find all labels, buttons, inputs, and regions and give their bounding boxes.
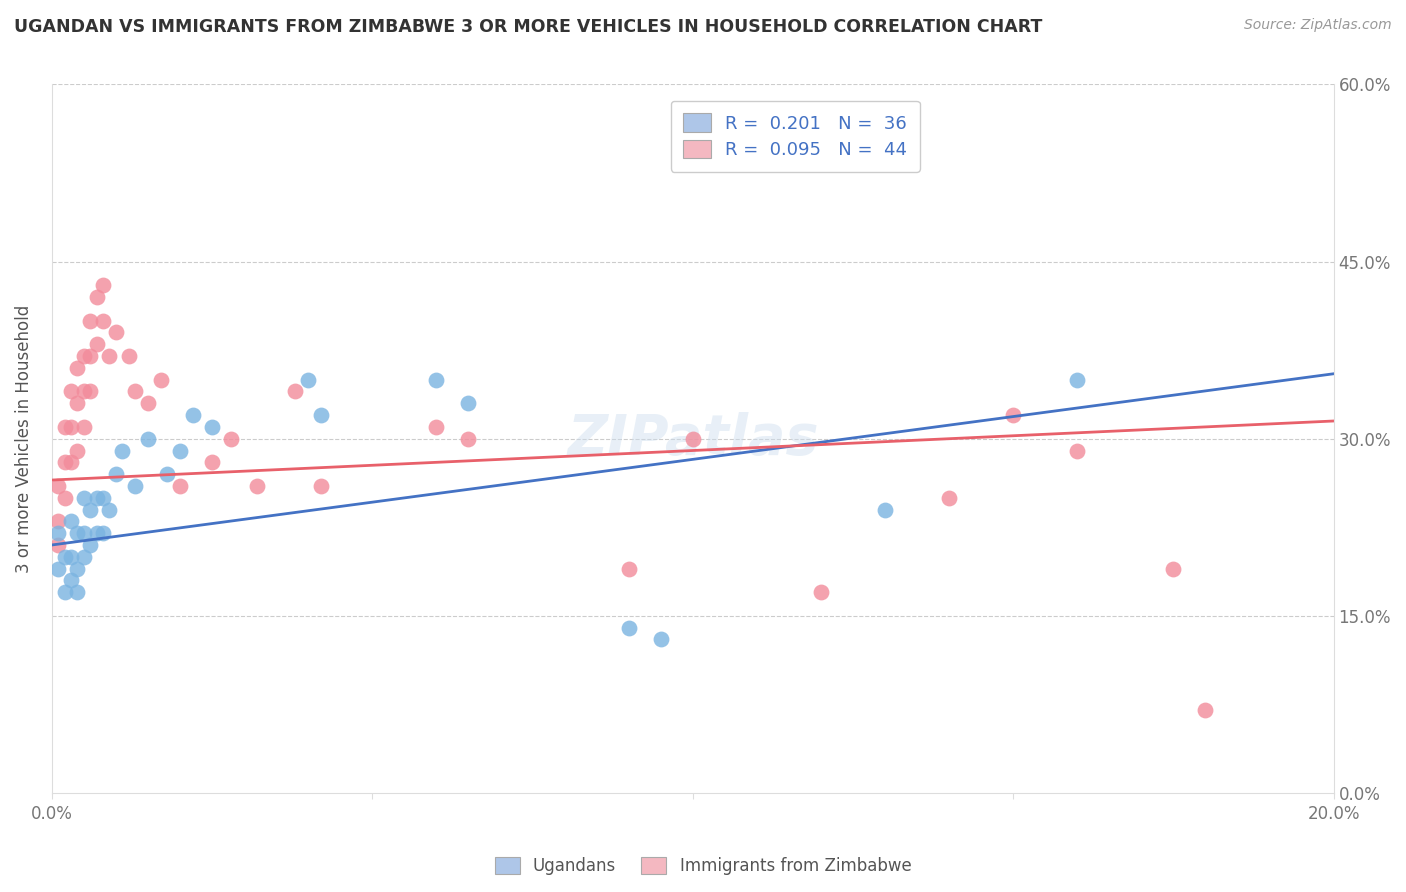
Point <box>810 585 832 599</box>
Point <box>309 408 332 422</box>
Point <box>98 502 121 516</box>
Point <box>53 455 76 469</box>
Point <box>104 467 127 482</box>
Point <box>46 479 69 493</box>
Point <box>46 538 69 552</box>
Point <box>169 479 191 493</box>
Point <box>425 373 447 387</box>
Point <box>46 561 69 575</box>
Point <box>73 384 96 399</box>
Point <box>104 326 127 340</box>
Point <box>284 384 307 399</box>
Point <box>53 491 76 505</box>
Point <box>201 455 224 469</box>
Point <box>181 408 204 422</box>
Text: ZIPatlas: ZIPatlas <box>567 412 818 466</box>
Text: Source: ZipAtlas.com: Source: ZipAtlas.com <box>1244 18 1392 32</box>
Point <box>309 479 332 493</box>
Point <box>118 349 141 363</box>
Legend: R =  0.201   N =  36, R =  0.095   N =  44: R = 0.201 N = 36, R = 0.095 N = 44 <box>671 101 920 172</box>
Y-axis label: 3 or more Vehicles in Household: 3 or more Vehicles in Household <box>15 304 32 573</box>
Point <box>98 349 121 363</box>
Legend: Ugandans, Immigrants from Zimbabwe: Ugandans, Immigrants from Zimbabwe <box>486 849 920 884</box>
Point <box>79 502 101 516</box>
Point <box>66 585 89 599</box>
Point <box>79 538 101 552</box>
Point <box>156 467 179 482</box>
Point <box>59 384 82 399</box>
Point <box>219 432 242 446</box>
Point <box>59 549 82 564</box>
Point <box>149 373 172 387</box>
Point <box>66 360 89 375</box>
Point <box>136 432 159 446</box>
Point <box>91 491 114 505</box>
Point <box>46 514 69 528</box>
Point <box>73 549 96 564</box>
Point <box>938 491 960 505</box>
Point <box>73 491 96 505</box>
Point <box>1002 408 1025 422</box>
Point <box>73 349 96 363</box>
Point <box>53 549 76 564</box>
Point <box>297 373 319 387</box>
Point <box>79 349 101 363</box>
Point <box>457 396 479 410</box>
Point <box>86 290 108 304</box>
Point <box>59 574 82 588</box>
Point <box>91 526 114 541</box>
Point <box>66 526 89 541</box>
Point <box>124 384 146 399</box>
Point <box>86 491 108 505</box>
Point <box>46 526 69 541</box>
Point <box>124 479 146 493</box>
Point <box>59 455 82 469</box>
Point <box>1194 703 1216 717</box>
Point <box>201 420 224 434</box>
Point <box>59 514 82 528</box>
Point <box>1066 373 1088 387</box>
Point <box>1066 443 1088 458</box>
Point <box>425 420 447 434</box>
Point <box>53 585 76 599</box>
Point <box>1163 561 1185 575</box>
Point <box>59 420 82 434</box>
Point <box>246 479 269 493</box>
Point <box>617 621 640 635</box>
Point <box>91 278 114 293</box>
Point <box>169 443 191 458</box>
Point <box>73 420 96 434</box>
Point <box>873 502 896 516</box>
Point <box>86 337 108 351</box>
Point <box>111 443 134 458</box>
Point <box>79 384 101 399</box>
Point <box>53 420 76 434</box>
Point <box>91 313 114 327</box>
Point <box>136 396 159 410</box>
Point <box>86 526 108 541</box>
Point <box>73 526 96 541</box>
Point <box>682 432 704 446</box>
Point <box>66 396 89 410</box>
Point <box>457 432 479 446</box>
Point <box>66 443 89 458</box>
Point <box>66 561 89 575</box>
Text: UGANDAN VS IMMIGRANTS FROM ZIMBABWE 3 OR MORE VEHICLES IN HOUSEHOLD CORRELATION : UGANDAN VS IMMIGRANTS FROM ZIMBABWE 3 OR… <box>14 18 1042 36</box>
Point <box>650 632 672 647</box>
Point <box>79 313 101 327</box>
Point <box>617 561 640 575</box>
